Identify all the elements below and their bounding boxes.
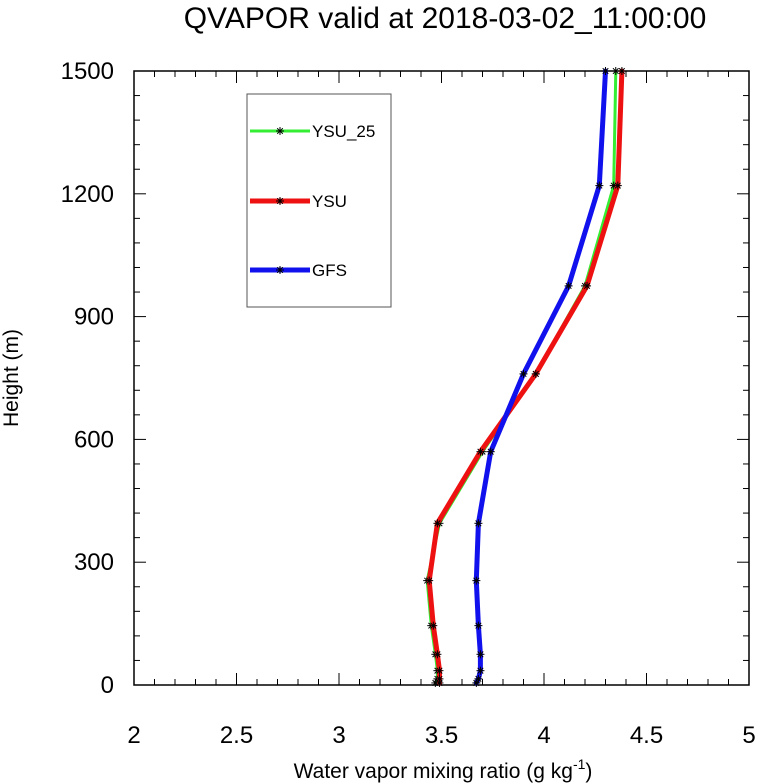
marker-stroke — [487, 448, 494, 455]
marker-stroke — [475, 675, 482, 683]
y-axis-label: Height (m) — [0, 329, 23, 427]
legend: YSU_25 YSU GFS — [246, 93, 392, 308]
marker-stroke — [276, 197, 284, 205]
x-axis-label-main: Water vapor mixing ratio (g kg — [294, 760, 573, 783]
marker-stroke — [520, 370, 527, 378]
marker-stroke — [602, 67, 609, 75]
chart-title: QVAPOR valid at 2018-03-02_11:00:00 — [184, 2, 707, 35]
x-tick-label: 2.5 — [220, 722, 253, 749]
data-point-ysu — [617, 67, 626, 75]
data-point-ysu — [613, 181, 622, 190]
y-tick-label: 1500 — [61, 58, 114, 85]
x-tick-label: 5 — [742, 722, 755, 749]
x-tick-label: 3 — [332, 722, 345, 749]
marker-stroke — [565, 282, 572, 290]
marker-stroke — [532, 370, 539, 378]
marker-stroke — [477, 448, 484, 455]
marker-stroke — [477, 651, 484, 658]
series-line-gfs — [473, 68, 608, 686]
data-point-gfs — [476, 666, 485, 675]
y-axis-ticks: 0 300 600 900 1200 1500 — [61, 58, 749, 699]
data-point-ysu — [433, 650, 442, 659]
data-point-gfs — [486, 447, 495, 456]
y-tick-label: 600 — [74, 426, 114, 453]
marker-stroke — [475, 520, 482, 527]
y-tick-label: 1200 — [61, 181, 114, 208]
y-tick-label: 300 — [74, 549, 114, 576]
x-tick-label: 4 — [537, 722, 550, 749]
data-point-gfs — [474, 621, 483, 630]
data-point-ysu — [583, 281, 592, 290]
marker-stroke — [434, 651, 441, 658]
data-point-ysu — [435, 666, 444, 675]
marker-stroke — [618, 67, 626, 75]
data-point-ysu — [433, 519, 442, 528]
data-point-gfs — [472, 576, 481, 585]
marker-stroke — [426, 577, 433, 584]
marker-stroke — [436, 667, 443, 674]
marker-stroke — [436, 675, 443, 683]
marker-stroke — [583, 282, 591, 290]
x-axis-label: Water vapor mixing ratio (g kg-1) — [294, 756, 593, 783]
y-tick-label: 900 — [74, 304, 114, 331]
marker-stroke — [434, 520, 441, 527]
marker-stroke — [612, 67, 619, 75]
x-tick-label: 2 — [127, 722, 140, 749]
series-lines — [423, 67, 626, 687]
data-point-gfs — [474, 674, 483, 683]
legend-label-ysu-25: YSU_25 — [312, 122, 375, 141]
legend-marker-ysu — [276, 197, 284, 205]
marker-stroke — [276, 266, 284, 274]
marker-stroke — [475, 622, 482, 629]
data-point-ysu — [476, 447, 485, 456]
series-line-ysu — [426, 68, 625, 686]
data-point-gfs — [474, 519, 483, 528]
legend-label-gfs: GFS — [312, 261, 347, 280]
plot-border — [133, 70, 750, 686]
data-point-gfs — [519, 369, 528, 378]
series-gfs — [472, 67, 610, 687]
series-ysu — [425, 67, 626, 687]
marker-stroke — [473, 577, 480, 584]
data-point-gfs — [595, 181, 604, 190]
x-axis-label-end: ) — [585, 760, 592, 783]
data-point-ysu — [429, 621, 438, 630]
x-tick-label: 4.5 — [630, 722, 663, 749]
marker-stroke — [596, 182, 603, 189]
marker-stroke — [276, 127, 284, 135]
plot-frame — [133, 70, 750, 686]
marker-stroke — [477, 667, 484, 674]
data-point-gfs — [564, 281, 573, 290]
marker-stroke — [614, 182, 621, 189]
legend-label-ysu: YSU — [312, 192, 347, 211]
x-axis-ticks: 2 2.5 3 3.5 4 4.5 5 — [127, 71, 756, 749]
x-tick-label: 3.5 — [425, 722, 458, 749]
legend-marker-ysu-25 — [276, 127, 284, 135]
y-tick-label: 0 — [101, 672, 114, 699]
data-point-gfs — [476, 650, 485, 659]
data-point-ysu — [435, 674, 444, 683]
data-point-ysu — [425, 576, 434, 585]
legend-marker-gfs — [276, 266, 284, 274]
marker-stroke — [430, 622, 437, 629]
data-point-ysu — [531, 369, 540, 378]
data-point-gfs — [601, 67, 610, 75]
x-axis-label-superscript: -1 — [573, 756, 586, 772]
